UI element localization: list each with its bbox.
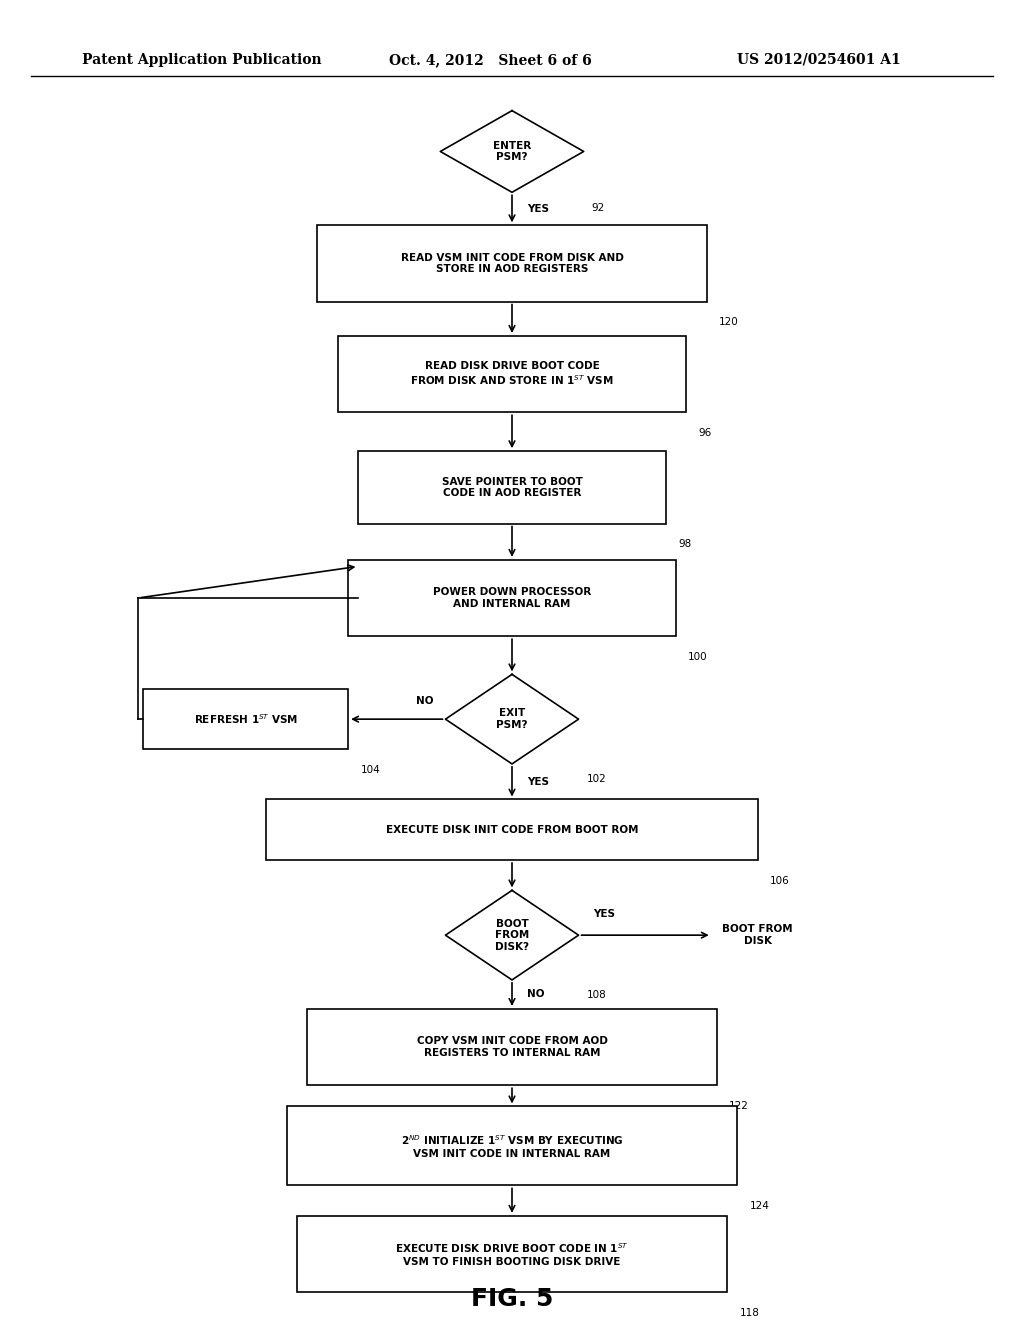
Text: POWER DOWN PROCESSOR
AND INTERNAL RAM: POWER DOWN PROCESSOR AND INTERNAL RAM <box>433 587 591 609</box>
Text: 100: 100 <box>688 652 708 661</box>
Text: EXIT
PSM?: EXIT PSM? <box>497 709 527 730</box>
Text: 2$^{ND}$ INITIALIZE 1$^{ST}$ VSM BY EXECUTING
VSM INIT CODE IN INTERNAL RAM: 2$^{ND}$ INITIALIZE 1$^{ST}$ VSM BY EXEC… <box>400 1133 624 1159</box>
FancyBboxPatch shape <box>348 560 676 636</box>
Text: FIG. 5: FIG. 5 <box>471 1287 553 1311</box>
Text: COPY VSM INIT CODE FROM AOD
REGISTERS TO INTERNAL RAM: COPY VSM INIT CODE FROM AOD REGISTERS TO… <box>417 1036 607 1057</box>
Text: REFRESH 1$^{ST}$ VSM: REFRESH 1$^{ST}$ VSM <box>194 713 298 726</box>
Text: BOOT FROM
DISK: BOOT FROM DISK <box>723 924 793 946</box>
FancyBboxPatch shape <box>287 1106 737 1185</box>
Text: 104: 104 <box>360 766 380 775</box>
Text: READ DISK DRIVE BOOT CODE
FROM DISK AND STORE IN 1$^{ST}$ VSM: READ DISK DRIVE BOOT CODE FROM DISK AND … <box>411 360 613 387</box>
Polygon shape <box>440 111 584 193</box>
FancyBboxPatch shape <box>338 335 686 412</box>
Text: YES: YES <box>527 203 549 214</box>
Text: 98: 98 <box>678 540 691 549</box>
FancyBboxPatch shape <box>297 1216 727 1292</box>
Text: 102: 102 <box>587 775 606 784</box>
FancyBboxPatch shape <box>307 1008 717 1085</box>
Polygon shape <box>445 891 579 979</box>
Text: ENTER
PSM?: ENTER PSM? <box>493 141 531 162</box>
Polygon shape <box>445 675 579 764</box>
Text: US 2012/0254601 A1: US 2012/0254601 A1 <box>737 53 901 67</box>
Text: SAVE POINTER TO BOOT
CODE IN AOD REGISTER: SAVE POINTER TO BOOT CODE IN AOD REGISTE… <box>441 477 583 498</box>
Text: EXECUTE DISK INIT CODE FROM BOOT ROM: EXECUTE DISK INIT CODE FROM BOOT ROM <box>386 825 638 834</box>
Text: 96: 96 <box>698 428 712 438</box>
Text: 124: 124 <box>750 1201 769 1212</box>
Text: 108: 108 <box>587 990 606 1001</box>
FancyBboxPatch shape <box>143 689 348 750</box>
Text: Oct. 4, 2012   Sheet 6 of 6: Oct. 4, 2012 Sheet 6 of 6 <box>389 53 592 67</box>
Text: Patent Application Publication: Patent Application Publication <box>82 53 322 67</box>
Text: 118: 118 <box>739 1308 759 1317</box>
Text: YES: YES <box>527 776 549 787</box>
Text: NO: NO <box>416 696 434 706</box>
Text: EXECUTE DISK DRIVE BOOT CODE IN 1$^{ST}$
VSM TO FINISH BOOTING DISK DRIVE: EXECUTE DISK DRIVE BOOT CODE IN 1$^{ST}$… <box>395 1241 629 1267</box>
Text: 92: 92 <box>592 203 605 213</box>
FancyBboxPatch shape <box>358 451 666 524</box>
Text: NO: NO <box>527 990 545 999</box>
Text: 106: 106 <box>770 876 790 886</box>
FancyBboxPatch shape <box>317 226 707 301</box>
Text: READ VSM INIT CODE FROM DISK AND
STORE IN AOD REGISTERS: READ VSM INIT CODE FROM DISK AND STORE I… <box>400 252 624 275</box>
Text: 122: 122 <box>729 1101 749 1111</box>
Text: BOOT
FROM
DISK?: BOOT FROM DISK? <box>495 919 529 952</box>
FancyBboxPatch shape <box>266 800 758 861</box>
Text: 120: 120 <box>719 317 738 327</box>
Text: YES: YES <box>593 909 615 919</box>
